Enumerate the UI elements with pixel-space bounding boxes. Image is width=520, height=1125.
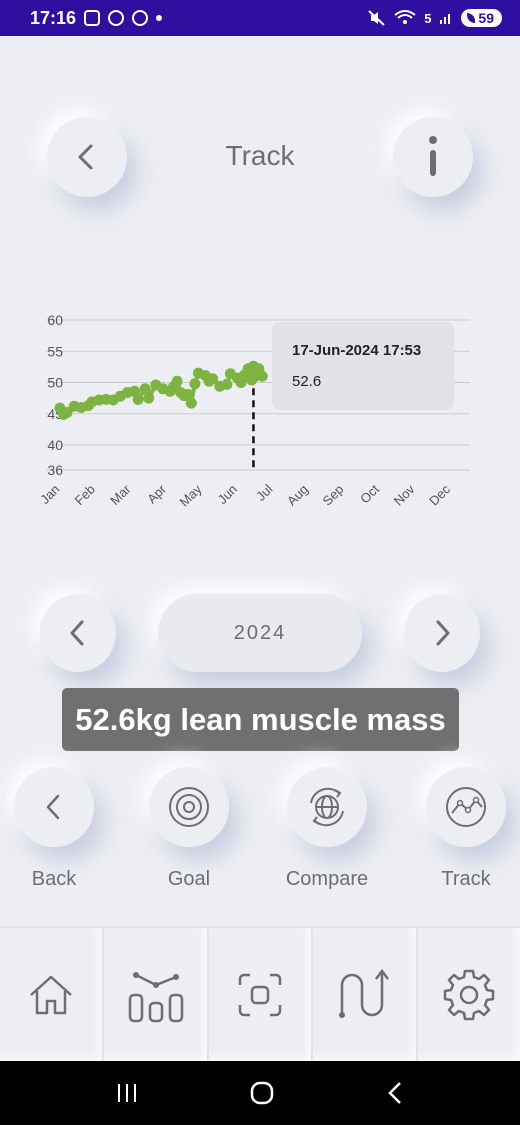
back-arrow-icon[interactable]	[385, 1080, 405, 1106]
x-tick-label: Dec	[426, 481, 453, 508]
y-tick-label: 36	[47, 462, 63, 478]
home-circle-icon[interactable]	[249, 1080, 275, 1106]
bottom-nav	[0, 926, 520, 1061]
nav-route-tab[interactable]	[313, 926, 418, 1061]
info-button[interactable]	[393, 117, 473, 197]
y-tick-label: 60	[47, 312, 63, 328]
data-point	[143, 392, 155, 404]
x-tick-label: Jul	[253, 481, 275, 503]
settings-icon	[443, 969, 495, 1020]
x-tick-label: May	[177, 481, 205, 509]
x-tick-label: Apr	[144, 481, 169, 506]
action-goal-label: Goal	[167, 868, 211, 890]
chevron-right-icon	[436, 620, 450, 646]
recents-icon[interactable]	[115, 1081, 139, 1105]
globe-sync-icon	[310, 787, 344, 827]
data-point	[247, 360, 259, 372]
stats-icon	[128, 971, 183, 1022]
x-tick-label: Jan	[37, 482, 62, 507]
wifi-icon	[394, 10, 416, 24]
message-icon	[132, 10, 149, 26]
y-tick-label: 40	[47, 437, 63, 453]
chevron-left-icon	[46, 794, 60, 820]
data-point	[185, 397, 197, 409]
action-track-button[interactable]	[426, 767, 506, 847]
data-point	[132, 393, 144, 405]
prev-year-button[interactable]	[40, 594, 116, 672]
notification-icon	[84, 10, 101, 26]
y-tick-label: 55	[47, 343, 63, 359]
data-point	[171, 375, 183, 387]
trend-chart-icon	[446, 787, 486, 827]
action-goal-button[interactable]	[149, 767, 229, 847]
nav-home-tab[interactable]	[0, 926, 105, 1061]
x-tick-label: Feb	[72, 482, 98, 508]
status-time: 17:16	[30, 7, 77, 28]
nav-settings-tab[interactable]	[417, 926, 520, 1061]
chevron-left-icon	[78, 144, 93, 170]
data-point	[207, 373, 219, 385]
next-year-button[interactable]	[404, 594, 480, 672]
page-title: Track	[225, 140, 295, 171]
battery-indicator: 59	[461, 9, 502, 27]
x-tick-label: Aug	[284, 482, 311, 509]
data-point	[256, 370, 268, 382]
action-compare-button[interactable]	[287, 767, 367, 847]
data-point	[139, 383, 151, 395]
nav-stats-tab[interactable]	[104, 926, 209, 1061]
whatsapp-icon	[108, 10, 125, 26]
data-point	[221, 378, 233, 390]
more-notifications-icon	[156, 15, 163, 21]
signal-label: 5	[424, 10, 432, 26]
data-point	[182, 388, 194, 400]
nav-scan-tab[interactable]	[208, 926, 314, 1061]
chevron-left-icon	[70, 620, 84, 646]
home-icon	[30, 975, 73, 1014]
data-point	[189, 378, 201, 390]
chart: 36 40 45 50 55 60 Jan Feb Mar Apr May Jun Jul Aug Sep O…	[30, 300, 490, 530]
x-tick-label: Sep	[320, 482, 347, 509]
battery-saver-icon	[467, 13, 476, 23]
cell-signal-icon	[440, 14, 451, 24]
mute-icon	[368, 10, 385, 26]
scan-icon	[238, 973, 282, 1016]
x-tick-label: Jun	[215, 482, 240, 507]
target-icon	[169, 787, 209, 827]
info-icon	[429, 136, 437, 176]
action-back-label: Back	[31, 868, 77, 890]
y-tick-label: 50	[47, 375, 63, 391]
tooltip-date: 17-Jun-2024 17:53	[292, 342, 422, 359]
data-point	[61, 407, 73, 418]
header-back-button[interactable]	[47, 117, 127, 197]
x-tick-label: Oct	[357, 481, 382, 506]
route-icon	[339, 968, 390, 1018]
toast-message: 52.6kg lean muscle mass	[62, 688, 459, 751]
x-tick-label: Nov	[391, 481, 418, 508]
status-bar: 17:16 5 59	[0, 0, 520, 36]
tooltip-value: 52.6	[292, 373, 322, 390]
action-compare-label: Compare	[285, 868, 369, 890]
action-track-label: Track	[441, 868, 491, 890]
system-nav-bar	[0, 1061, 520, 1125]
chart-tooltip: 17-Jun-2024 17:53 52.6	[272, 322, 454, 410]
action-back-button[interactable]	[14, 767, 94, 847]
battery-level: 59	[478, 10, 494, 26]
x-tick-label: Mar	[107, 481, 134, 508]
year-display: 2024	[158, 594, 362, 672]
